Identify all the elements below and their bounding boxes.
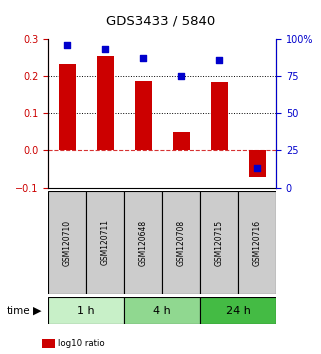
Text: 24 h: 24 h	[226, 306, 250, 316]
Point	[216, 57, 221, 63]
Text: GDS3433 / 5840: GDS3433 / 5840	[106, 14, 215, 27]
Bar	[238, 191, 276, 294]
Text: time: time	[6, 306, 30, 316]
Text: GSM120708: GSM120708	[177, 219, 186, 266]
Text: GSM120711: GSM120711	[100, 219, 110, 266]
Bar	[97, 56, 114, 150]
Point	[102, 46, 108, 52]
Bar	[173, 132, 190, 150]
Text: 1 h: 1 h	[77, 306, 95, 316]
Point	[65, 42, 70, 48]
Bar	[86, 191, 124, 294]
Point	[178, 73, 184, 79]
Text: log10 ratio: log10 ratio	[58, 339, 105, 348]
Bar	[124, 191, 162, 294]
Text: ▶: ▶	[33, 306, 41, 316]
Bar	[48, 191, 86, 294]
Bar	[124, 297, 200, 324]
Bar	[48, 297, 124, 324]
Text: 4 h: 4 h	[153, 306, 171, 316]
Point	[141, 56, 146, 61]
Bar	[200, 297, 276, 324]
Point	[255, 165, 260, 171]
Text: GSM120710: GSM120710	[63, 219, 72, 266]
Bar	[211, 82, 228, 150]
Bar	[59, 64, 76, 150]
Text: GSM120716: GSM120716	[253, 219, 262, 266]
Bar	[134, 81, 152, 150]
Text: GSM120648: GSM120648	[139, 219, 148, 266]
Bar	[200, 191, 238, 294]
Bar	[162, 191, 200, 294]
Text: GSM120715: GSM120715	[214, 219, 224, 266]
Bar	[248, 150, 265, 177]
